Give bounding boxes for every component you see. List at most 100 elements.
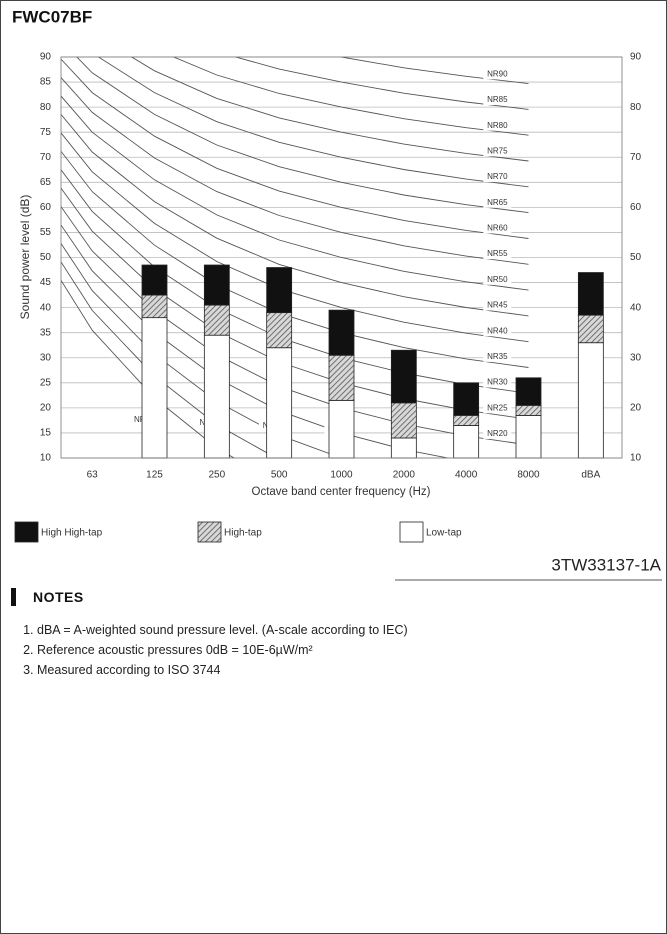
nr-label: NR75: [487, 146, 508, 155]
nr-label-bg: [483, 223, 512, 234]
x-tick-label: 2000: [393, 470, 416, 481]
y-tick-label: 40: [40, 302, 52, 313]
legend-label: High-tap: [224, 528, 262, 539]
bar-segment: [141, 294, 168, 319]
legend-swatch: [197, 521, 222, 543]
note: dBA = A-weighted sound pressure level. (…: [37, 620, 408, 640]
drawing-code: 3TW33137-1A: [551, 555, 661, 574]
bar-segment: [390, 349, 417, 404]
nr-curve: [172, 57, 529, 136]
y-tick-label: 15: [40, 428, 52, 439]
nr-label-bg: [483, 146, 512, 157]
nr-curve: [130, 57, 529, 162]
y-tick-label: 45: [40, 277, 52, 288]
page-title: FWC07BF: [12, 7, 92, 26]
y2-tick-label: 50: [630, 252, 642, 263]
nr-label: NR70: [487, 172, 508, 181]
y-tick-label: 60: [40, 202, 52, 213]
bar-segment: [577, 342, 604, 459]
notes-marker: [11, 588, 16, 606]
nr-label-bg: [483, 69, 512, 80]
nr-label: NR25: [487, 403, 508, 412]
bar-segment: [266, 347, 293, 459]
x-tick-label: 63: [87, 470, 99, 481]
bar-segment: [515, 377, 542, 406]
y2-tick-label: 20: [630, 403, 642, 414]
nr-curve: [76, 57, 529, 214]
legend-label: Low-tap: [426, 528, 462, 539]
y2-tick-label: 70: [630, 152, 642, 163]
nr-curve: [61, 95, 529, 291]
bar-segment: [266, 312, 293, 349]
nr-label: NR55: [487, 249, 508, 258]
y2-tick-label: 40: [630, 302, 642, 313]
nr-label-bg: [483, 300, 512, 311]
nr-curve: [61, 113, 529, 317]
nr-label-bg: [483, 249, 512, 260]
y-tick-label: 85: [40, 77, 52, 88]
nr-label: NR60: [487, 224, 508, 233]
nr-label: NR85: [487, 95, 508, 104]
y2-tick-label: 30: [630, 352, 642, 363]
y-tick-label: 55: [40, 227, 52, 238]
bar-segment: [328, 354, 355, 401]
y2-tick-label: 90: [630, 52, 642, 63]
bar-segment: [141, 317, 168, 459]
y-tick-label: 25: [40, 377, 52, 388]
plot: 10 15 20 25 30 35 40 45 50 55 60 65 70 75 80 85 90 10 20 30…: [14, 52, 642, 543]
nr-label-bg: [483, 377, 512, 388]
nr-curve: [61, 76, 529, 265]
y-tick-label: 50: [40, 252, 52, 263]
y-axis-label: Sound power level (dB): [18, 195, 32, 320]
bar-segment: [577, 314, 604, 344]
bar-segment: [453, 382, 480, 416]
y-tick-label: 70: [40, 152, 52, 163]
plot-frame: [60, 56, 623, 459]
bar-segment: [203, 304, 230, 336]
nr-label-bg: [483, 94, 512, 105]
y-tick-label: 35: [40, 327, 52, 338]
bar-segment: [453, 425, 480, 459]
x-axis-label: Octave band center frequency (Hz): [252, 486, 431, 498]
y2-tick-label: 80: [630, 102, 642, 113]
bar-segment: [266, 267, 293, 314]
y2-tick-label: 10: [630, 453, 642, 464]
bar-segment: [203, 334, 230, 459]
nr-label-bg: [483, 428, 512, 439]
y-tick-label: 65: [40, 177, 52, 188]
bar-segment: [328, 399, 355, 459]
x-tick-label: dBA: [581, 470, 600, 481]
nr-label-bg: [483, 403, 512, 414]
nr-label: NR65: [487, 198, 508, 207]
nr-curve: [234, 57, 529, 110]
bar-segment: [515, 414, 542, 459]
nr-label-bg: [483, 172, 512, 183]
notes-title: NOTES: [33, 589, 84, 605]
x-tick-label: 1000: [330, 470, 353, 481]
nr-curve: [61, 58, 529, 239]
nr-label-bg: [483, 326, 512, 337]
nr-label: NR80: [487, 121, 508, 130]
nr-label-bg: [483, 274, 512, 285]
legend-label: High High-tap: [41, 528, 103, 539]
bar-segment: [577, 272, 604, 316]
x-tick-label: 500: [271, 470, 288, 481]
y-tick-label: 90: [40, 52, 52, 63]
nr-label: NR90: [487, 69, 508, 78]
nr-label-bg: [483, 197, 512, 208]
x-tick-label: 250: [208, 470, 225, 481]
note: Measured according to ISO 3744: [37, 660, 408, 680]
bar-segment: [390, 437, 417, 459]
nr-label: NR30: [487, 378, 508, 387]
nr-label: NR45: [487, 301, 508, 310]
nr-curve: [61, 279, 235, 458]
bar-segment: [515, 404, 542, 416]
x-tick-label: 8000: [517, 470, 540, 481]
nr-label-bg: [483, 351, 512, 362]
y-tick-label: 30: [40, 352, 52, 363]
nr-curve: [97, 57, 529, 188]
nr-label: NR20: [487, 429, 508, 438]
